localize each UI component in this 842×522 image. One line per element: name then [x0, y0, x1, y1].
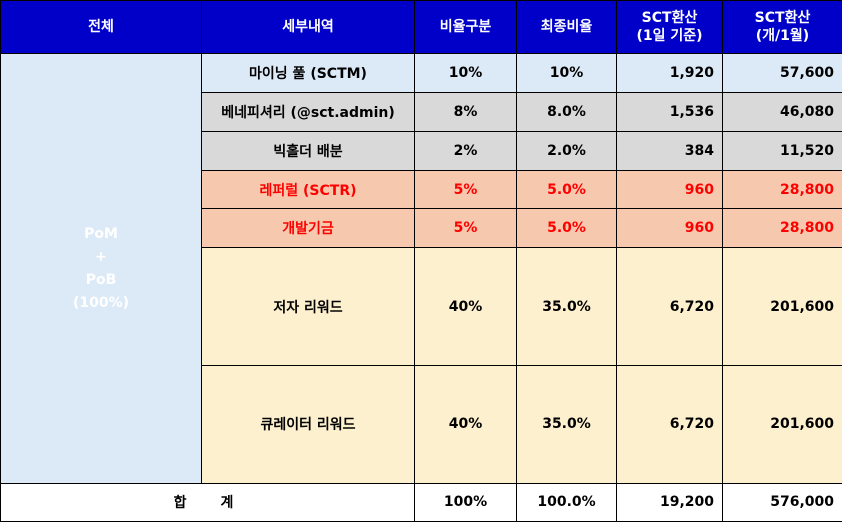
detail-cell: 개발기금	[201, 208, 415, 249]
final-ratio-cell: 35.0%	[516, 365, 617, 484]
ratio-cell: 5%	[414, 169, 517, 210]
table-row: PoM + PoB (100%) 마이닝 풀 (SCTM) 10% 10% 1,…	[0, 53, 842, 484]
header-sct-month: SCT환산 (개/1월)	[722, 0, 842, 55]
header-sct-day-line1: SCT환산	[641, 10, 698, 27]
table-row: 개발기금 5% 5.0% 960 28,800	[1, 208, 842, 249]
header-ratio: 비율구분	[414, 0, 517, 55]
table-row: 베네피셔리 (@sct.admin) 8% 8.0% 1,536 46,080	[1, 91, 842, 132]
header-sct-month-line1: SCT환산	[754, 10, 811, 27]
ratio-cell: 2%	[414, 130, 517, 171]
total-final-ratio-cell: 100.0%	[516, 482, 617, 522]
ratio-cell: 40%	[414, 365, 517, 484]
sct-month-cell: 11,520	[722, 130, 842, 171]
sct-day-cell: 1,536	[616, 91, 723, 132]
table-row: 레퍼럴 (SCTR) 5% 5.0% 960 28,800	[1, 169, 842, 210]
sct-day-cell: 1,920	[616, 53, 723, 93]
group-line1: PoM	[84, 225, 118, 242]
detail-cell: 레퍼럴 (SCTR)	[201, 169, 415, 210]
header-row: 전체 세부내역 비율구분 최종비율 SCT환산 (1일 기준) SCT환산 (개…	[0, 0, 842, 55]
detail-cell: 저자 리워드	[201, 247, 415, 367]
total-sct-month-cell: 576,000	[722, 482, 842, 522]
table-row: 빅홀더 배분 2% 2.0% 384 11,520	[1, 130, 842, 171]
header-sct-month-line2: (개/1월)	[755, 28, 810, 45]
group-line4: (100%)	[72, 294, 130, 311]
sct-day-cell: 6,720	[616, 365, 723, 484]
final-ratio-cell: 2.0%	[516, 130, 617, 171]
ratio-cell: 5%	[414, 208, 517, 249]
group-cell: PoM + PoB (100%)	[0, 53, 202, 484]
header-detail: 세부내역	[201, 0, 415, 55]
header-total: 전체	[0, 0, 202, 55]
sct-month-cell: 57,600	[722, 53, 842, 93]
final-ratio-cell: 5.0%	[516, 208, 617, 249]
final-ratio-cell: 35.0%	[516, 247, 617, 367]
final-ratio-cell: 5.0%	[516, 169, 617, 210]
sct-day-cell: 6,720	[616, 247, 723, 367]
final-ratio-cell: 10%	[516, 53, 617, 93]
header-sct-day-line2: (1일 기준)	[636, 28, 703, 45]
table-row: 저자 리워드 40% 35.0% 6,720 201,600	[1, 247, 842, 367]
sct-month-cell: 46,080	[722, 91, 842, 132]
ratio-cell: 8%	[414, 91, 517, 132]
group-line3: PoB	[85, 271, 117, 288]
sct-month-cell: 28,800	[722, 208, 842, 249]
group-line2: +	[95, 248, 107, 265]
sct-month-cell: 201,600	[722, 247, 842, 367]
total-sct-day-cell: 19,200	[616, 482, 723, 522]
sct-day-cell: 384	[616, 130, 723, 171]
ratio-cell: 10%	[414, 53, 517, 93]
total-label: 합계	[0, 482, 415, 522]
detail-cell: 베네피셔리 (@sct.admin)	[201, 91, 415, 132]
detail-cell: 빅홀더 배분	[201, 130, 415, 171]
sct-day-cell: 960	[616, 169, 723, 210]
sct-month-cell: 28,800	[722, 169, 842, 210]
header-final-ratio: 최종비율	[516, 0, 617, 55]
sct-month-cell: 201,600	[722, 365, 842, 484]
sct-day-cell: 960	[616, 208, 723, 249]
final-ratio-cell: 8.0%	[516, 91, 617, 132]
detail-cell: 마이닝 풀 (SCTM)	[201, 53, 415, 93]
total-row: 합계 100% 100.0% 19,200 576,000	[0, 482, 842, 522]
detail-cell: 큐레이터 리워드	[201, 365, 415, 484]
table-row: 큐레이터 리워드 40% 35.0% 6,720 201,600	[1, 365, 842, 484]
header-sct-day: SCT환산 (1일 기준)	[616, 0, 723, 55]
ratio-cell: 40%	[414, 247, 517, 367]
total-ratio-cell: 100%	[414, 482, 517, 522]
